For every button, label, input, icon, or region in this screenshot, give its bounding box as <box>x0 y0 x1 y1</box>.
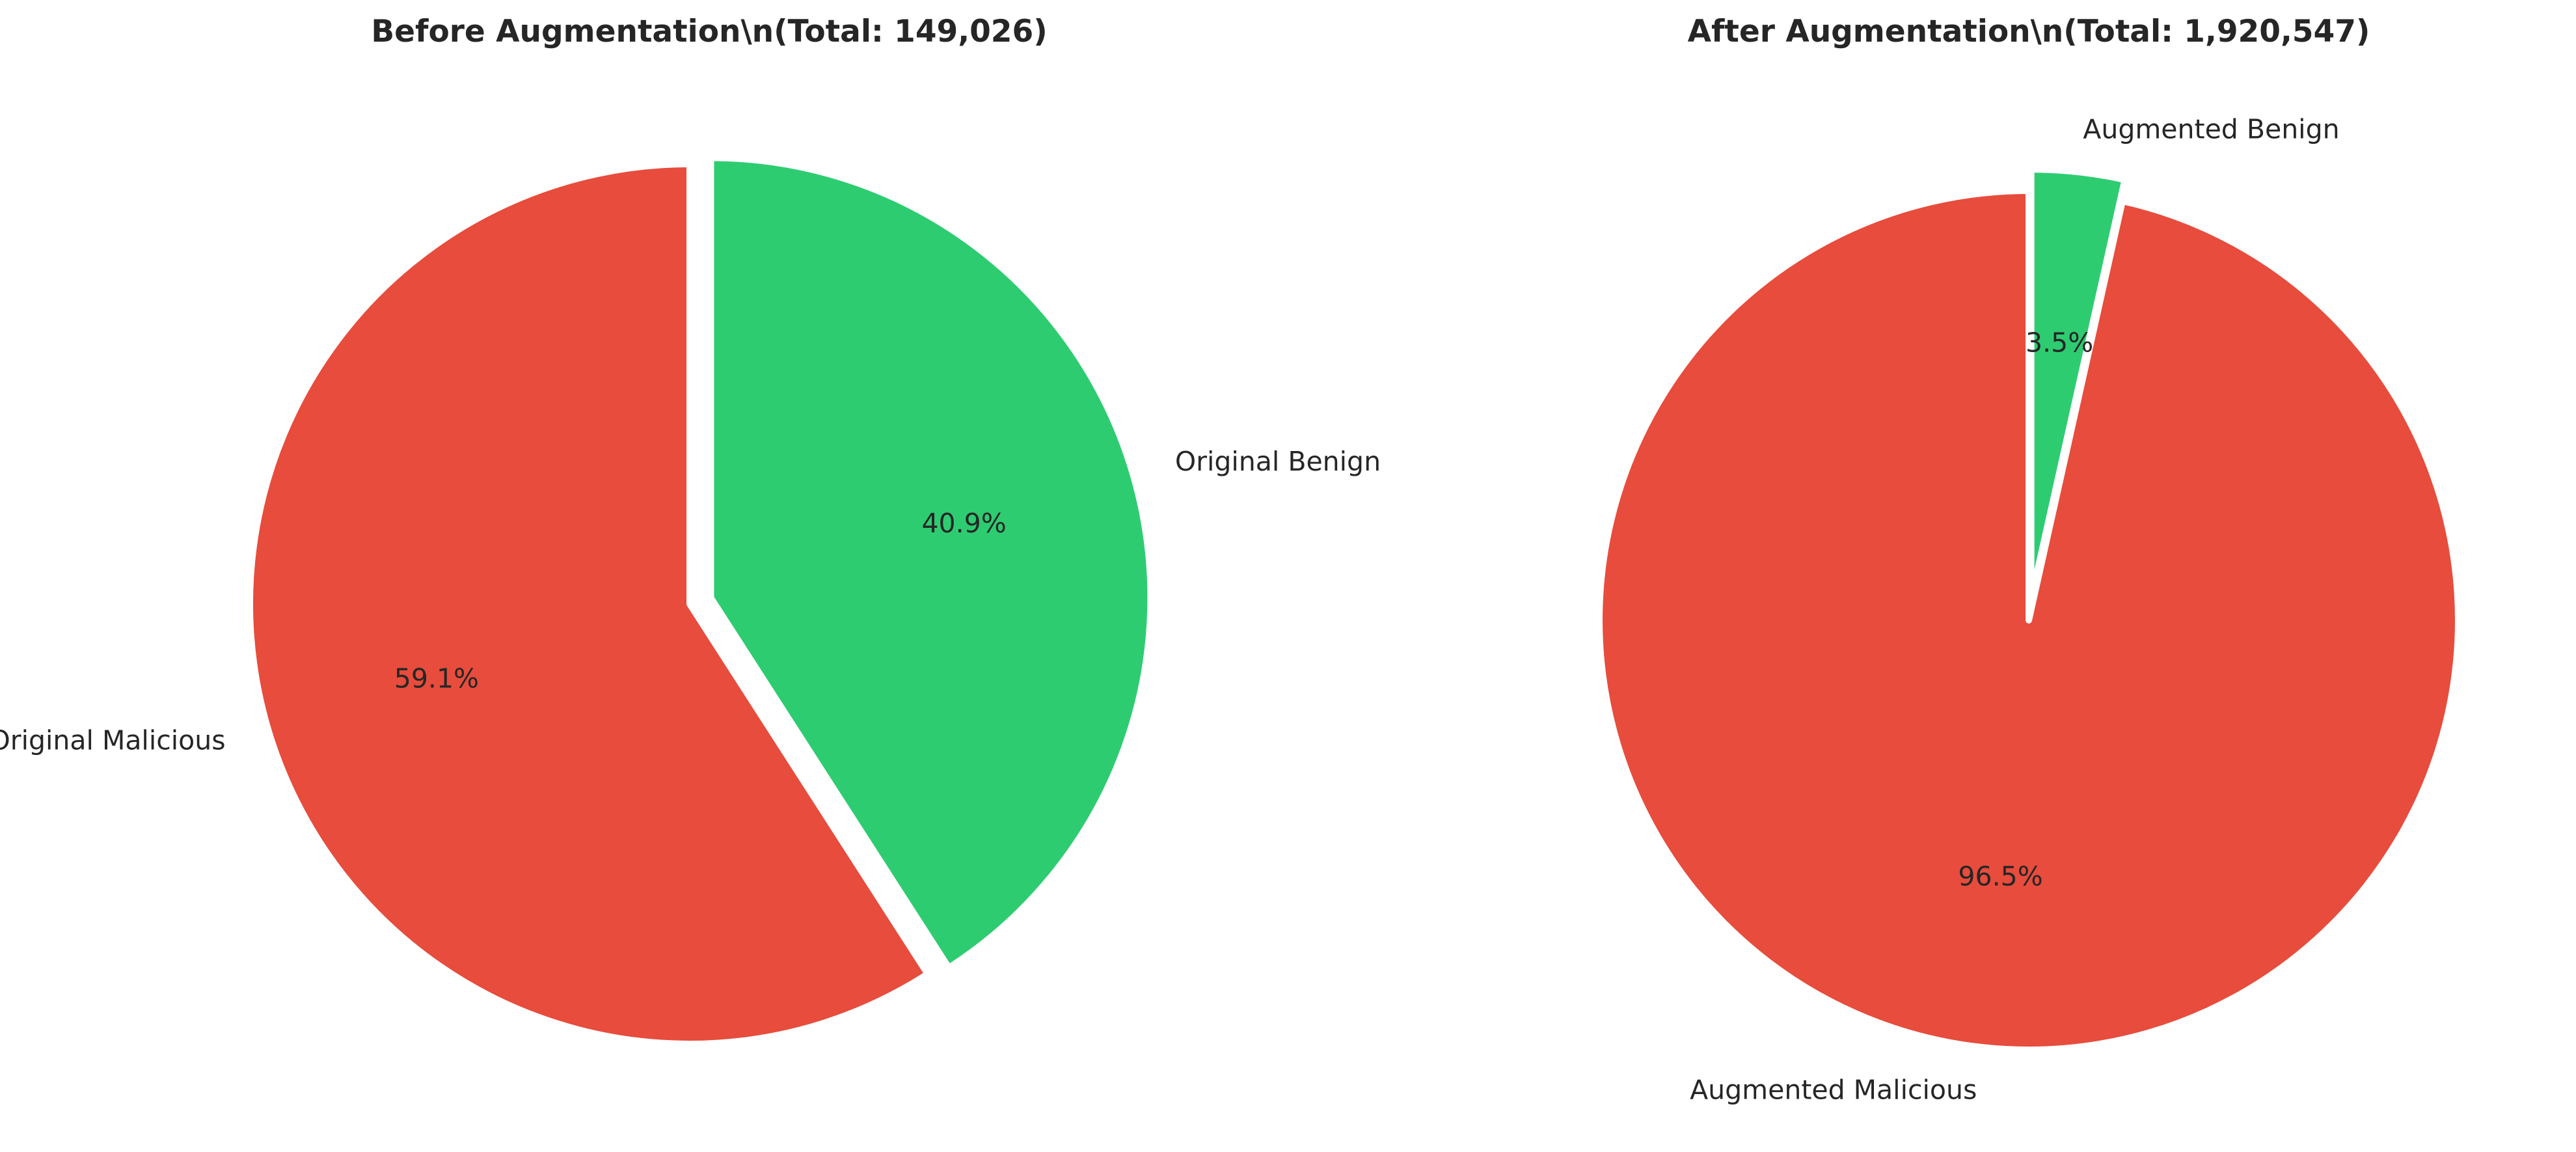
pie-chart-after: After Augmentation\n(Total: 1,920,547) A… <box>1596 14 2461 1106</box>
pie-slices-after <box>1596 166 2461 1053</box>
pie-labels-before: Original Benign 40.9% Original Malicious 59… <box>0 446 1381 756</box>
pct-label-augmented-malicious: 96.5% <box>1958 861 2042 892</box>
pie-slice-original-benign <box>707 154 1154 971</box>
chart-title-before: Before Augmentation\n(Total: 149,026) <box>371 14 1047 49</box>
slice-label-original-malicious: Original Malicious <box>0 725 226 756</box>
slice-label-original-benign: Original Benign <box>1175 446 1381 477</box>
pct-label-augmented-benign: 3.5% <box>2026 327 2093 359</box>
pie-slices-before <box>247 154 1154 1047</box>
pct-label-original-benign: 40.9% <box>921 508 1006 539</box>
pie-slice-original-malicious <box>247 161 931 1047</box>
chart-title-after: After Augmentation\n(Total: 1,920,547) <box>1688 14 2370 49</box>
pct-label-original-malicious: 59.1% <box>394 663 479 694</box>
slice-label-augmented-malicious: Augmented Malicious <box>1690 1075 1977 1106</box>
pie-chart-before: Before Augmentation\n(Total: 149,026) Or… <box>0 14 1381 1047</box>
pie-slice-augmented-malicious <box>1596 187 2461 1053</box>
pie-labels-after: Augmented Benign 3.5% Augmented Malicious 9… <box>1690 114 2339 1106</box>
slice-label-augmented-benign: Augmented Benign <box>2083 114 2339 145</box>
